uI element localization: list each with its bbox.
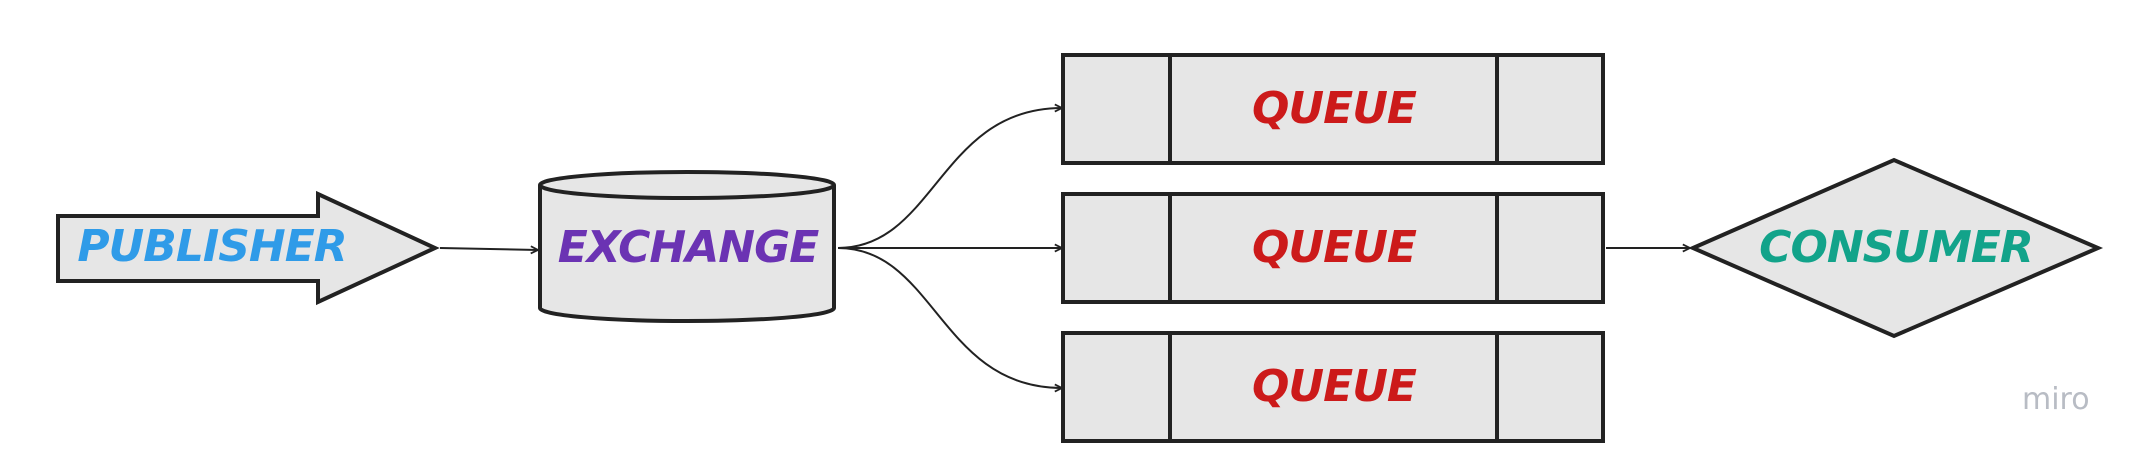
consumer-diamond-shape [1688, 157, 2104, 339]
exchange-label: EXCHANGE [558, 222, 820, 273]
publisher-label: PUBLISHER [77, 221, 346, 272]
queue-label: QUEUE [1252, 83, 1417, 134]
edge-exchange-queue-1 [837, 108, 1062, 249]
miro-watermark: miro [2022, 382, 2090, 417]
edge-exchange-queue-3 [837, 247, 1062, 388]
queue-node[interactable]: QUEUE [1061, 192, 1605, 304]
exchange-cylinder-top [538, 170, 836, 200]
exchange-cylinder-body [538, 185, 836, 323]
publisher-node[interactable]: PUBLISHER [56, 190, 440, 306]
edge-publisher-exchange [439, 248, 538, 250]
queue-box [1061, 192, 1605, 304]
queue-box [1061, 331, 1605, 443]
consumer-node[interactable]: CONSUMER [1688, 157, 2104, 339]
publisher-arrow-shape [56, 190, 440, 306]
queue-box [1061, 53, 1605, 165]
queue-node[interactable]: QUEUE [1061, 53, 1605, 165]
exchange-node[interactable]: EXCHANGE [538, 170, 836, 323]
queue-label: QUEUE [1252, 361, 1417, 412]
queue-label: QUEUE [1252, 222, 1417, 273]
queue-node[interactable]: QUEUE [1061, 331, 1605, 443]
consumer-label: CONSUMER [1759, 222, 2033, 273]
connectors [439, 108, 1690, 388]
